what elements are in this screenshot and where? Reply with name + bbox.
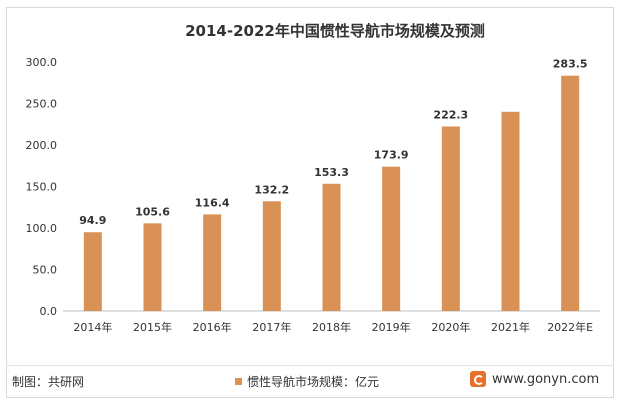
y-axis: 0.0 50.0 100.0 150.0 200.0 250.0 300.0: [26, 56, 58, 318]
x-tick-label: 2015年: [133, 320, 172, 334]
bar: [501, 111, 520, 311]
bar: [83, 232, 102, 311]
data-label: 132.2: [254, 183, 289, 196]
y-tick-label: 250.0: [26, 98, 58, 111]
x-tick-label: 2018年: [312, 320, 351, 334]
x-tick-label: 2022年E: [547, 320, 593, 334]
x-tick-label: 2019年: [372, 320, 411, 334]
gonyn-logo-icon: [470, 371, 486, 387]
x-tick-label: 2016年: [193, 320, 232, 334]
data-label: 283.5: [553, 58, 588, 71]
footer-divider: [6, 365, 614, 366]
legend-swatch: [235, 378, 242, 385]
bar: [262, 201, 281, 311]
data-label: 116.4: [195, 196, 230, 209]
data-label: 153.3: [314, 166, 349, 179]
bar: [143, 223, 162, 311]
website-credit: www.gonyn.com: [470, 371, 599, 387]
x-tick-label: 2020年: [431, 320, 470, 334]
bar-series: [83, 75, 580, 311]
source-credit: 制图：共研网: [12, 375, 85, 389]
x-axis: 2014年 2015年 2016年 2017年 2018年 2019年 2020年 2021年…: [63, 310, 600, 334]
bar: [441, 126, 460, 311]
website-url[interactable]: www.gonyn.com: [492, 371, 600, 387]
y-tick-label: 100.0: [26, 222, 58, 235]
y-tick-label: 0.0: [40, 305, 58, 318]
y-tick-label: 300.0: [26, 56, 58, 69]
data-label: 173.9: [374, 149, 409, 162]
x-tick-label: 2021年: [491, 320, 530, 334]
x-tick-label: 2014年: [73, 320, 112, 334]
bar: [322, 183, 341, 311]
y-tick-label: 200.0: [26, 139, 58, 152]
bar: [203, 214, 222, 311]
data-label: 94.9: [79, 214, 106, 227]
bar: [561, 75, 580, 311]
y-tick-label: 50.0: [33, 264, 58, 277]
data-labels: 94.9 105.6 116.4 132.2 153.3 173.9 222.3 283.5: [79, 58, 587, 228]
x-tick-label: 2017年: [252, 320, 291, 334]
data-label: 222.3: [433, 108, 468, 121]
legend-label: 惯性导航市场规模：亿元: [247, 375, 380, 389]
y-tick-label: 150.0: [26, 181, 58, 194]
chart-title: 2014-2022年中国惯性导航市场规模及预测: [185, 22, 485, 40]
data-label: 105.6: [135, 205, 170, 218]
bar: [382, 166, 401, 311]
legend: 惯性导航市场规模：亿元: [235, 373, 379, 390]
